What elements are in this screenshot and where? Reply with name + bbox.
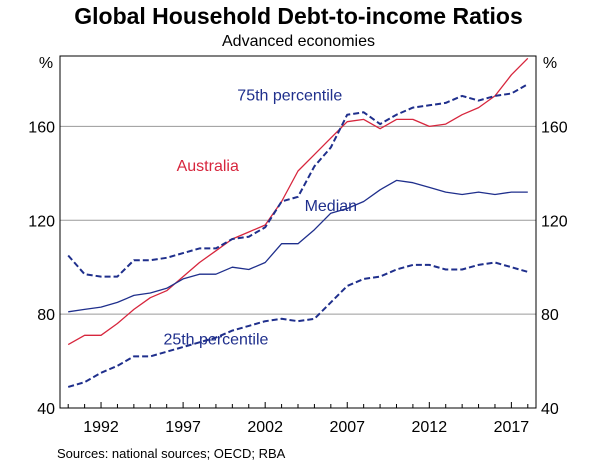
chart-title: Global Household Debt-to-income Ratios — [74, 3, 523, 29]
axis-labels: 40 40 80 80 120 120 160 160 1992 1997 2002 2007 2012… — [28, 119, 568, 436]
x-tick-label-1992: 1992 — [83, 419, 119, 436]
series-label-0: Australia — [177, 158, 239, 175]
series-line-0 — [67, 57, 529, 346]
y-tick-label-right-40: 40 — [541, 401, 559, 418]
chart-subtitle: Advanced economies — [222, 33, 375, 50]
series-line-1 — [67, 83, 529, 278]
x-tick-label-2007: 2007 — [329, 419, 365, 436]
gridlines — [60, 125, 536, 315]
y-tick-label-right-160: 160 — [541, 119, 568, 136]
y-tick-label-left-40: 40 — [37, 401, 55, 418]
y-tick-label-right-120: 120 — [541, 213, 568, 230]
x-tick-label-1997: 1997 — [165, 419, 201, 436]
x-tick-label-2017: 2017 — [494, 419, 530, 436]
series-layer: Australia 75th percentile Median 25th perce… — [67, 57, 529, 388]
series-label-2: Median — [305, 198, 357, 215]
y-tick-label-left-80: 80 — [37, 307, 55, 324]
y-unit-left: % — [39, 55, 53, 72]
series-label-1: 75th percentile — [237, 88, 342, 105]
y-tick-label-left-160: 160 — [28, 119, 55, 136]
axis-ticks — [67, 402, 529, 408]
series-label-3: 25th percentile — [163, 332, 268, 349]
x-tick-label-2002: 2002 — [247, 419, 283, 436]
y-tick-label-left-120: 120 — [28, 213, 55, 230]
y-tick-label-right-80: 80 — [541, 307, 559, 324]
y-unit-right: % — [543, 55, 557, 72]
series-line-2 — [68, 179, 528, 313]
source-note: Sources: national sources; OECD; RBA — [57, 446, 286, 461]
series-line-3 — [67, 261, 529, 388]
plot-frame — [59, 55, 537, 409]
x-tick-label-2012: 2012 — [412, 419, 448, 436]
